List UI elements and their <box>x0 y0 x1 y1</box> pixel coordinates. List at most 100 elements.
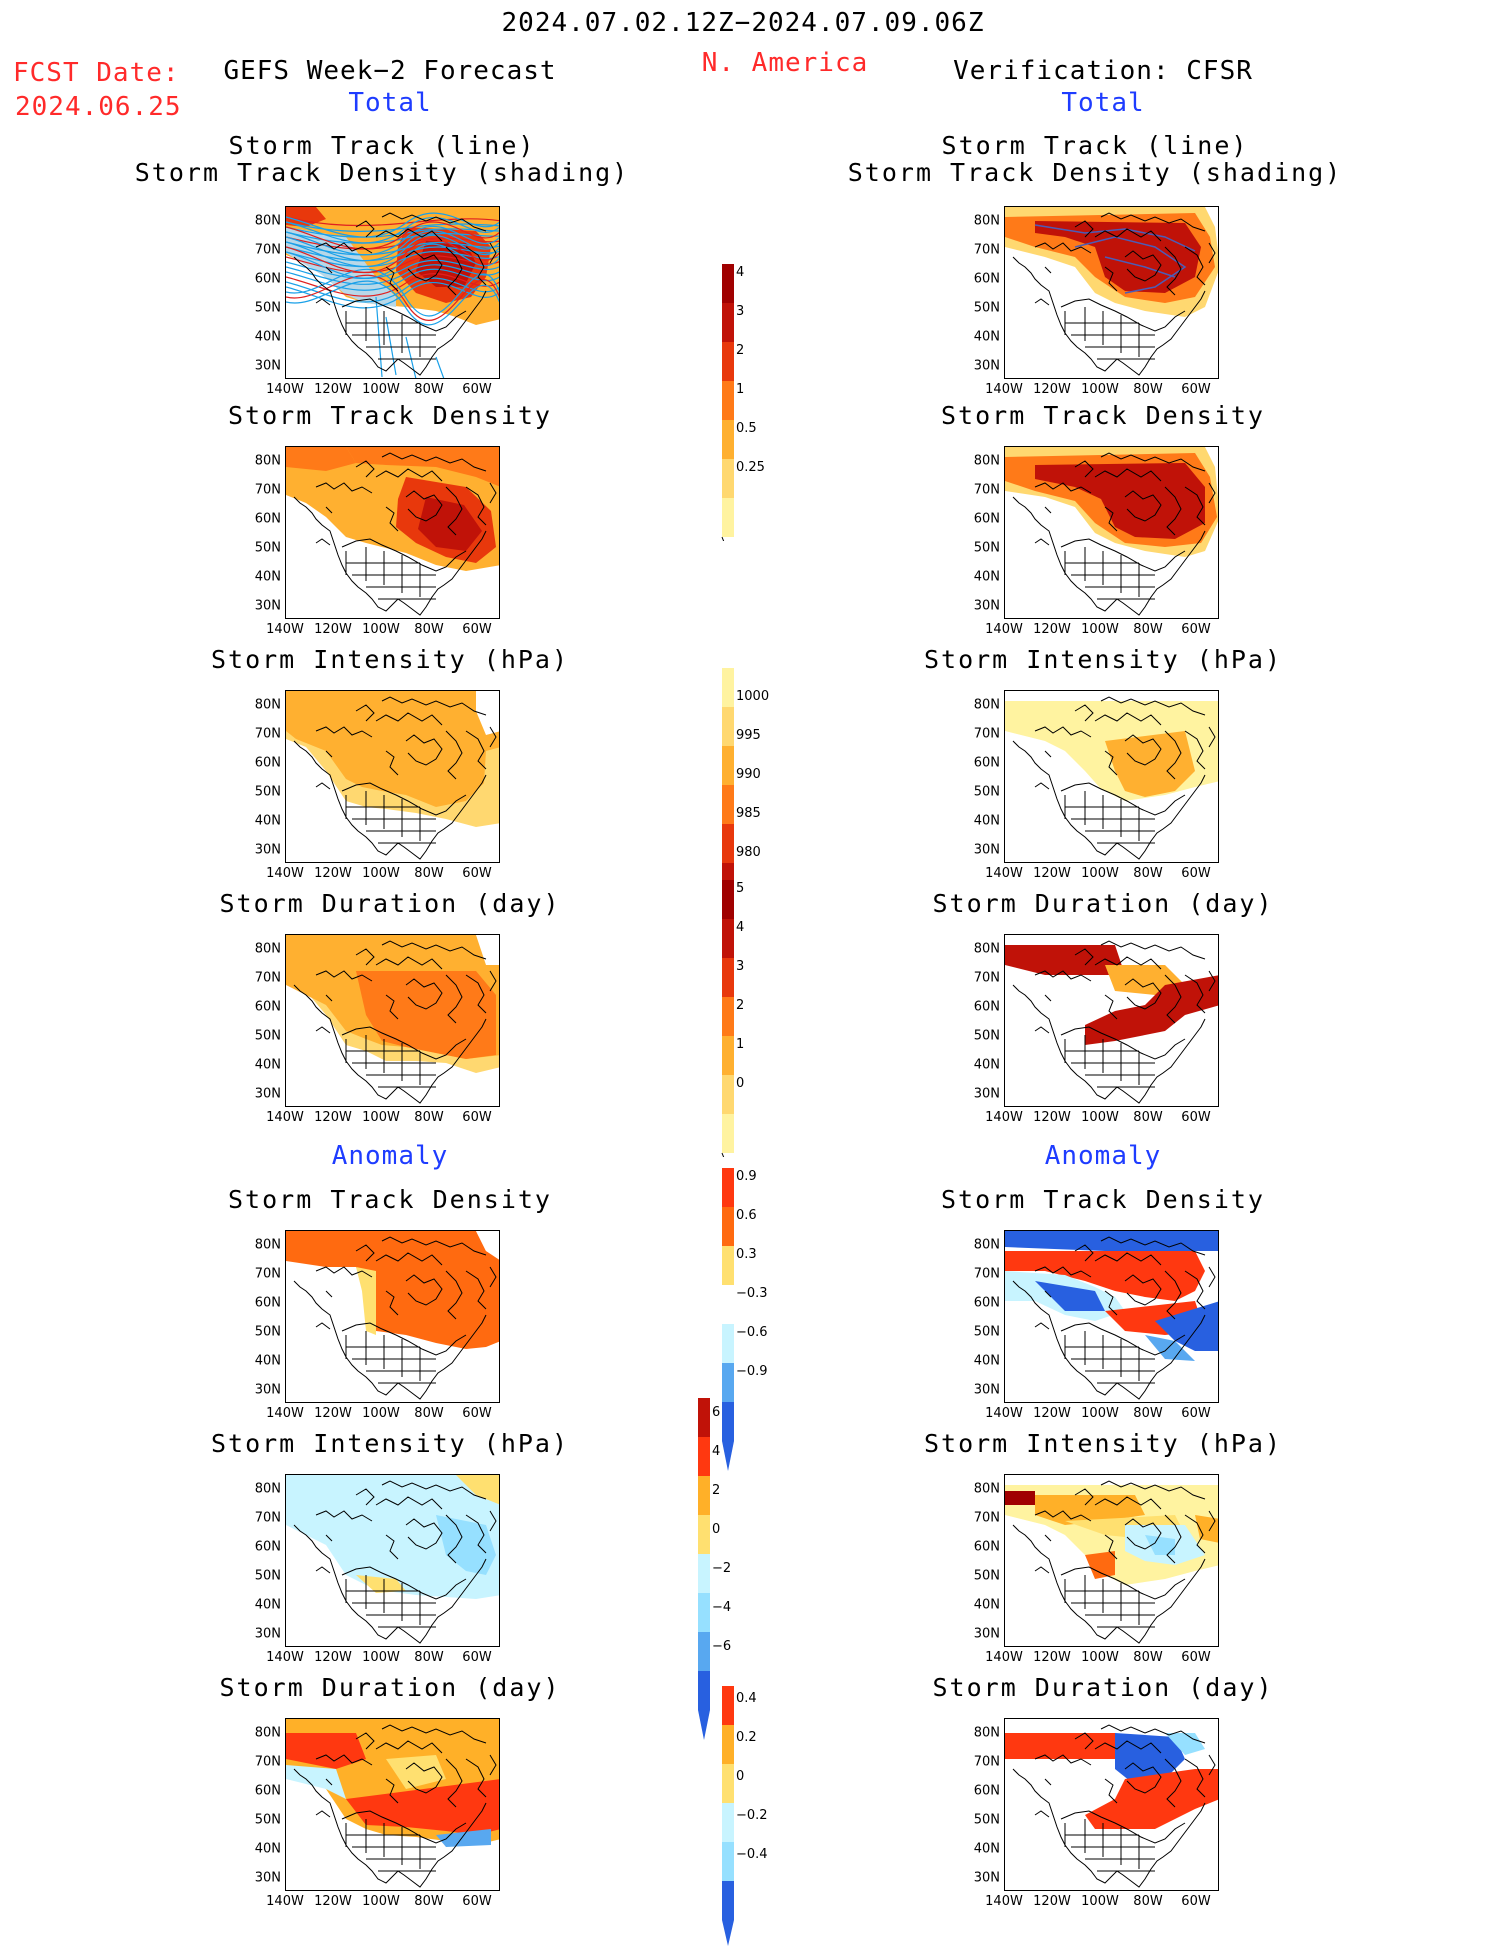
colorbar-tick-label: 0.4 <box>736 1691 757 1706</box>
lon-tick-label: 100W <box>362 382 400 397</box>
lat-tick-label: 60N <box>973 271 1000 287</box>
colorbar-tick-label: 4 <box>712 1444 721 1459</box>
lat-tick-label: 80N <box>254 453 281 469</box>
colorbar-tick-label: 1 <box>736 382 745 397</box>
lat-tick-label: 40N <box>254 1841 281 1857</box>
colorbar-tick-label: −0.9 <box>736 1364 768 1379</box>
lat-tick-label: 60N <box>254 1295 281 1311</box>
lat-tick-label: 30N <box>254 842 281 858</box>
colorbar-tick-label: 0.9 <box>736 1169 757 1184</box>
right-total-label: Total <box>1061 88 1145 118</box>
lon-tick-label: 80W <box>414 1406 444 1421</box>
lat-tick-label: 50N <box>973 1568 1000 1584</box>
lat-tick-label: 80N <box>254 1481 281 1497</box>
lon-tick-label: 140W <box>985 622 1023 637</box>
lat-tick-label: 30N <box>254 358 281 374</box>
lat-tick-label: 40N <box>973 1057 1000 1073</box>
lat-tick-label: 50N <box>973 1324 1000 1340</box>
lat-tick-label: 80N <box>973 453 1000 469</box>
lat-tick-label: 80N <box>254 697 281 713</box>
lon-tick-label: 120W <box>314 382 352 397</box>
forecast-density-map <box>285 446 500 619</box>
lat-tick-label: 40N <box>254 1057 281 1073</box>
colorbar-tick-label: −0.3 <box>736 1286 768 1301</box>
left-anom-intensity-title: Storm Intensity (hPa) <box>210 1429 570 1458</box>
lon-tick-label: 120W <box>314 1110 352 1125</box>
lat-tick-label: 70N <box>254 1510 281 1526</box>
lat-tick-label: 70N <box>973 482 1000 498</box>
lat-tick-label: 40N <box>254 1353 281 1369</box>
colorbar-tick-label: 1000 <box>736 689 770 704</box>
lon-tick-label: 100W <box>1081 382 1119 397</box>
lon-tick-label: 140W <box>266 1894 304 1909</box>
lat-tick-label: 60N <box>254 511 281 527</box>
lat-tick-label: 40N <box>254 329 281 345</box>
lon-tick-label: 80W <box>414 866 444 881</box>
lat-tick-label: 40N <box>973 329 1000 345</box>
verification-anom-density-map <box>1004 1230 1219 1403</box>
lon-tick-label: 60W <box>462 382 492 397</box>
lon-tick-label: 140W <box>985 866 1023 881</box>
lat-tick-label: 70N <box>973 242 1000 258</box>
right-anomaly-label: Anomaly <box>1044 1141 1162 1171</box>
lon-tick-label: 120W <box>1033 1894 1071 1909</box>
colorbar-tick-label: 0 <box>736 1076 745 1091</box>
lat-tick-label: 60N <box>973 999 1000 1015</box>
lat-tick-label: 30N <box>973 1626 1000 1642</box>
lon-tick-label: 60W <box>462 1110 492 1125</box>
lon-tick-label: 60W <box>462 1406 492 1421</box>
lat-tick-label: 30N <box>254 1086 281 1102</box>
colorbar-tick-label: −2 <box>712 1561 732 1576</box>
lon-tick-label: 120W <box>314 622 352 637</box>
lat-tick-label: 30N <box>973 1086 1000 1102</box>
left-total-label: Total <box>348 88 432 118</box>
lon-tick-label: 140W <box>985 382 1023 397</box>
forecast-storm-track-map <box>285 206 500 379</box>
lon-tick-label: 80W <box>1133 1406 1163 1421</box>
lat-tick-label: 60N <box>254 1539 281 1555</box>
lon-tick-label: 60W <box>1181 1894 1211 1909</box>
lat-tick-label: 60N <box>254 1783 281 1799</box>
forecast-duration-map <box>285 934 500 1107</box>
lat-tick-label: 50N <box>254 1324 281 1340</box>
lat-tick-label: 80N <box>973 213 1000 229</box>
lon-tick-label: 80W <box>1133 382 1163 397</box>
right-intensity-title: Storm Intensity (hPa) <box>923 645 1283 674</box>
colorbar-tick-label: 4 <box>736 920 745 935</box>
left-anom-density-title: Storm Track Density <box>228 1185 552 1214</box>
lon-tick-label: 100W <box>362 1894 400 1909</box>
lat-tick-label: 80N <box>254 1237 281 1253</box>
lon-tick-label: 60W <box>462 622 492 637</box>
lat-tick-label: 40N <box>254 569 281 585</box>
left-storm-track-title: Storm Track (line) Storm Track Density (… <box>135 132 630 186</box>
forecast-anom-duration-map <box>285 1718 500 1891</box>
lat-tick-label: 30N <box>973 358 1000 374</box>
left-anom-duration-title: Storm Duration (day) <box>219 1673 561 1702</box>
lat-tick-label: 70N <box>254 726 281 742</box>
lat-tick-label: 30N <box>254 598 281 614</box>
lon-tick-label: 80W <box>414 622 444 637</box>
lat-tick-label: 40N <box>973 813 1000 829</box>
colorbar-tick-label: 2 <box>712 1483 721 1498</box>
lon-tick-label: 80W <box>414 382 444 397</box>
lat-tick-label: 70N <box>973 1510 1000 1526</box>
verification-intensity-map <box>1004 690 1219 863</box>
lat-tick-label: 80N <box>254 1725 281 1741</box>
verification-anom-intensity-map <box>1004 1474 1219 1647</box>
lon-tick-label: 60W <box>462 866 492 881</box>
right-storm-track-title: Storm Track (line) Storm Track Density (… <box>848 132 1343 186</box>
lat-tick-label: 60N <box>254 271 281 287</box>
verification-anom-duration-map <box>1004 1718 1219 1891</box>
colorbar-tick-label: −4 <box>712 1600 732 1615</box>
density-total-colorbar <box>721 264 734 541</box>
colorbar-tick-label: −0.6 <box>736 1325 768 1340</box>
colorbar-tick-label: 990 <box>736 767 761 782</box>
lat-tick-label: 30N <box>973 1870 1000 1886</box>
left-intensity-title: Storm Intensity (hPa) <box>210 645 570 674</box>
storm-track-shading-label: Storm Track Density (shading) <box>134 158 630 187</box>
colorbar-tick-label: 3 <box>736 959 745 974</box>
forecast-anom-density-map <box>285 1230 500 1403</box>
colorbar-tick-label: −0.2 <box>736 1808 768 1823</box>
lon-tick-label: 100W <box>362 1110 400 1125</box>
lon-tick-label: 140W <box>266 382 304 397</box>
